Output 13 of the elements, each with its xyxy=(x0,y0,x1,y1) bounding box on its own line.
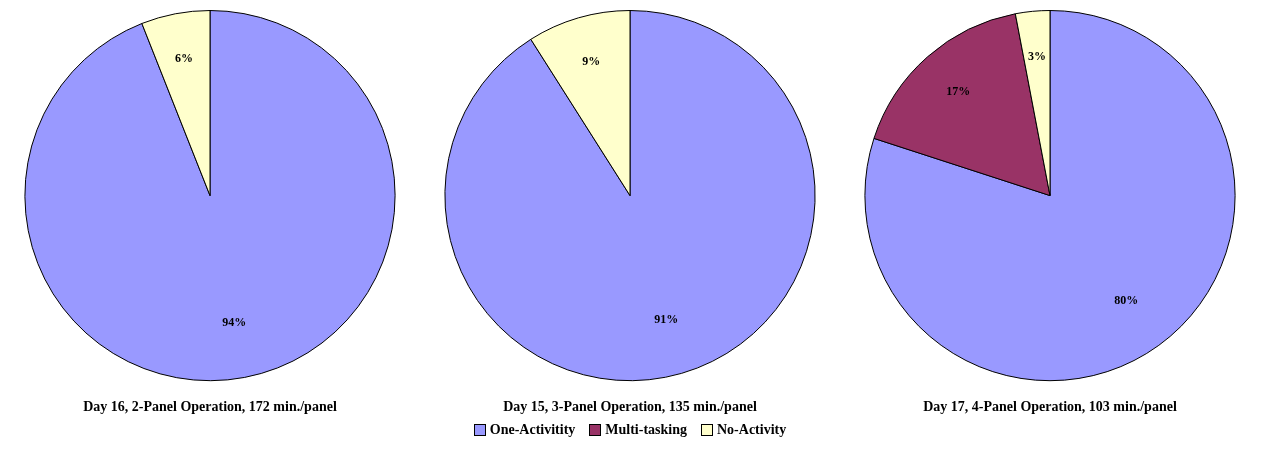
data-label: 3% xyxy=(1027,49,1046,64)
legend-label: No-Activity xyxy=(717,422,787,438)
data-label: 17% xyxy=(946,83,971,98)
legend-label: One-Activitity xyxy=(489,422,576,438)
text: Day 17, 4-Panel Operation, 103 min./panel xyxy=(923,399,1177,415)
data-label: 6% xyxy=(174,51,193,66)
text: Day 15, 3-Panel Operation, 135 min./panel xyxy=(503,399,757,415)
data-label: 9% xyxy=(582,54,601,69)
data-label: 80% xyxy=(1114,292,1139,307)
legend-label: Multi-tasking xyxy=(605,422,687,438)
data-label: 91% xyxy=(654,312,679,327)
data-label: 94% xyxy=(222,314,247,329)
text: Day 16, 2-Panel Operation, 172 min./panel xyxy=(83,399,337,415)
